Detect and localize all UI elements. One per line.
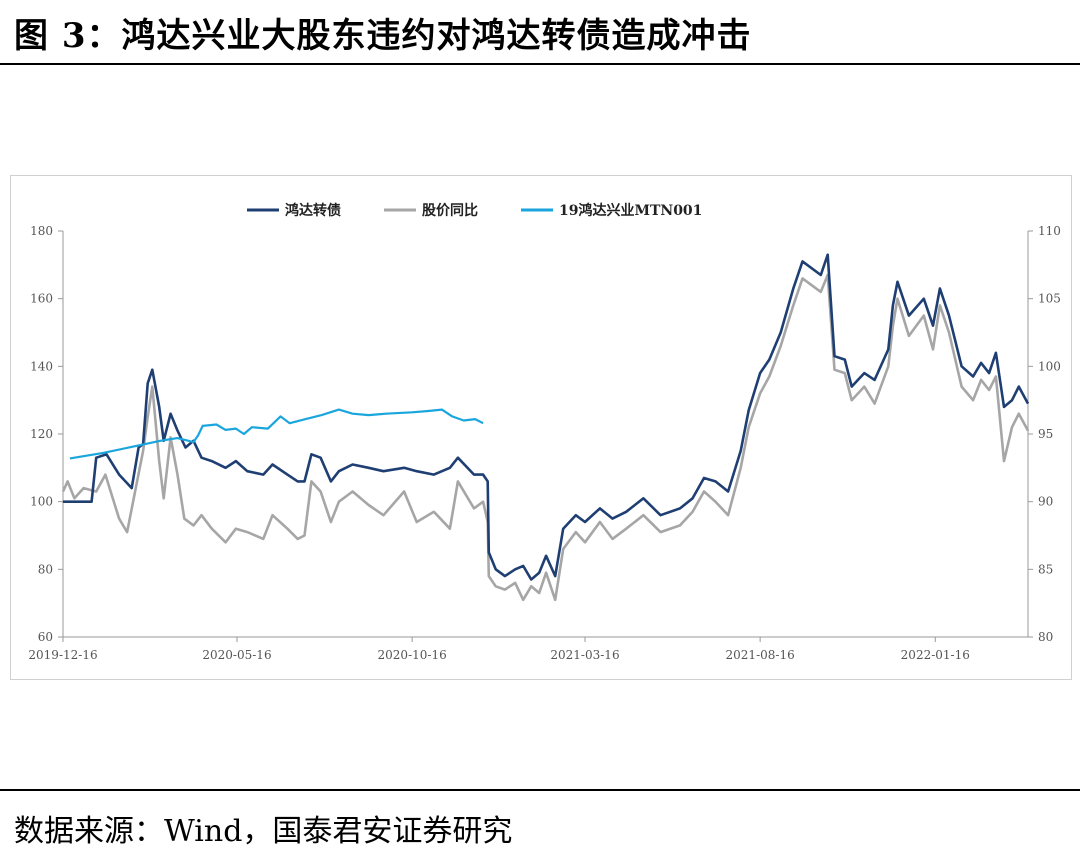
y-right-tick-label: 95	[1038, 427, 1053, 441]
y-right-tick-label: 90	[1038, 495, 1053, 509]
x-tick-label: 2021-08-16	[726, 648, 795, 662]
y-right-tick-label: 110	[1038, 224, 1061, 238]
title-divider	[0, 63, 1080, 65]
x-tick-label: 2020-05-16	[202, 648, 271, 662]
x-tick-label: 2021-03-16	[550, 648, 619, 662]
y-left-tick-label: 140	[30, 359, 53, 373]
y-right-tick-label: 105	[1038, 292, 1061, 306]
line-chart: 60 80 100 120 140 160 180 80 85 90 95 100 105 110 2019…	[28, 202, 1061, 662]
y-left-tick-label: 160	[30, 292, 53, 306]
y-right-tick-label: 100	[1038, 359, 1061, 373]
source-note: 数据来源：Wind，国泰君安证券研究	[14, 814, 513, 849]
series-line-3	[69, 408, 484, 460]
y-right-tick-label: 85	[1038, 562, 1053, 576]
series-line-2	[61, 273, 1030, 602]
source-divider	[0, 789, 1080, 791]
chart-frame: 60 80 100 120 140 160 180 80 85 90 95 100 105 110 2019…	[10, 175, 1072, 680]
x-tick-label: 2019-12-16	[28, 648, 97, 662]
y-left-tick-label: 180	[30, 224, 53, 238]
legend-label-1: 鸿达转债	[285, 202, 341, 219]
figure-title: 图 3：鸿达兴业大股东违约对鸿达转债造成冲击	[14, 16, 752, 56]
y-left-tick-label: 100	[30, 495, 53, 509]
y-left-tick-label: 80	[38, 562, 53, 576]
x-tick-label: 2022-01-16	[901, 648, 970, 662]
legend-label-3: 19鸿达兴业MTN001	[559, 202, 702, 219]
y-left-tick-label: 60	[38, 630, 53, 644]
y-right-tick-label: 80	[1038, 630, 1053, 644]
series-line-1	[63, 253, 1030, 581]
legend-label-2: 股价同比	[422, 202, 478, 219]
y-left-tick-label: 120	[30, 427, 53, 441]
x-tick-label: 2020-10-16	[378, 648, 447, 662]
